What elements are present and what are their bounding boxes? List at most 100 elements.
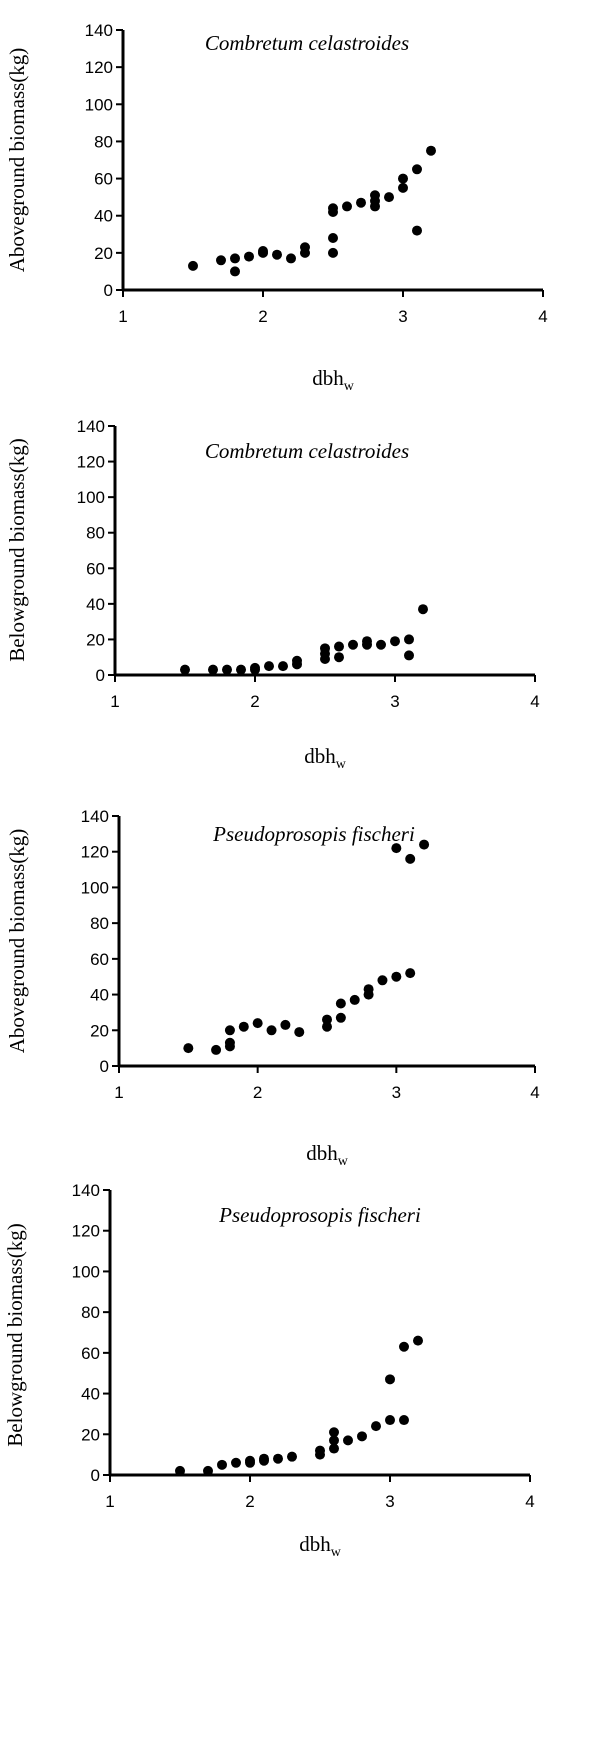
y-tick-label: 140 [77, 417, 105, 436]
data-point [405, 853, 416, 864]
x-tick-label: 4 [538, 307, 547, 326]
y-tick-label: 140 [72, 1181, 100, 1200]
chart-title: Pseudoprosopis fischeri [212, 822, 415, 846]
data-point [343, 1435, 353, 1446]
data-point [398, 173, 408, 184]
y-tick-label: 80 [81, 1303, 100, 1322]
data-point [320, 643, 330, 654]
data-point [244, 251, 254, 262]
data-point [280, 1019, 291, 1030]
x-axis-label-main: dbh [312, 366, 344, 390]
y-tick-label: 60 [81, 1344, 100, 1363]
data-point [329, 1427, 339, 1438]
data-point [335, 1012, 346, 1023]
y-tick-label: 0 [104, 281, 113, 300]
data-point [405, 968, 416, 979]
x-axis-label-subscript: w [336, 757, 347, 772]
y-tick-label: 20 [90, 1021, 109, 1040]
scatter-chart-2: 0 20 40 60 80 100 120 140 1 2 3 4 Combretum celastro… [5, 417, 540, 772]
data-point [376, 639, 386, 650]
x-tick-label: 3 [392, 1083, 401, 1102]
data-point [398, 182, 408, 193]
y-tick-label: 20 [86, 630, 105, 649]
chart-panel-1: 0 20 40 60 80 100 120 140 1 2 3 4 Combretum celastro… [0, 0, 613, 394]
scatter-chart-1: 0 20 40 60 80 100 120 140 1 2 3 4 Combretum celastro… [5, 21, 548, 394]
data-point [188, 260, 198, 271]
data-point [203, 1465, 213, 1476]
data-point [224, 1037, 235, 1048]
y-tick-label: 100 [77, 488, 105, 507]
x-tick-label: 1 [118, 307, 127, 326]
x-tick-label: 4 [530, 692, 539, 711]
data-point [385, 1374, 395, 1385]
x-axis-label: dbhw [299, 1532, 342, 1560]
chart-panel-3: 0 20 40 60 80 100 120 140 1 2 3 4 Pseudoprosopis fis… [0, 790, 613, 1190]
data-point [370, 190, 380, 201]
y-tick-label: 120 [85, 58, 113, 77]
scatter-chart-3: 0 20 40 60 80 100 120 140 1 2 3 4 Pseudoprosopis fis… [5, 807, 540, 1169]
data-point [404, 650, 414, 661]
data-point [363, 984, 374, 995]
data-point [273, 1453, 283, 1464]
data-point [287, 1451, 297, 1462]
y-tick-label: 40 [86, 595, 105, 614]
x-axis-label: dbhw [304, 744, 347, 772]
y-tick-label: 120 [72, 1222, 100, 1241]
y-tick-label: 20 [94, 244, 113, 263]
data-point [426, 145, 436, 156]
data-point [399, 1341, 409, 1352]
x-tick-label: 3 [385, 1492, 394, 1511]
y-tick-label: 0 [100, 1057, 109, 1076]
y-tick-label: 100 [85, 95, 113, 114]
data-point [349, 994, 360, 1005]
y-tick-label: 60 [90, 950, 109, 969]
data-point [315, 1445, 325, 1456]
y-tick-label: 80 [90, 914, 109, 933]
x-tick-label: 2 [258, 307, 267, 326]
data-point [334, 641, 344, 652]
x-axis-label-subscript: w [344, 379, 355, 394]
y-tick-label: 140 [85, 21, 113, 40]
y-tick-label: 80 [94, 132, 113, 151]
y-tick-label: 120 [81, 843, 109, 862]
data-point [286, 253, 296, 264]
data-point [231, 1457, 241, 1468]
data-point [259, 1453, 269, 1464]
y-tick-label: 120 [77, 453, 105, 472]
data-point [217, 1459, 227, 1470]
data-point [334, 652, 344, 663]
data-point [183, 1043, 194, 1054]
data-point [258, 246, 268, 256]
data-point [385, 1415, 395, 1426]
x-tick-label: 1 [105, 1492, 114, 1511]
data-point [362, 636, 372, 647]
data-point [419, 839, 430, 850]
y-axis-label: Aboveground biomass(kg) [5, 48, 29, 273]
y-tick-label: 80 [86, 524, 105, 543]
data-point [222, 664, 232, 675]
data-point [230, 253, 240, 264]
scatter-chart-4: 0 20 40 60 80 100 120 140 1 2 3 4 Pseudoprosopis fis… [3, 1181, 535, 1560]
x-tick-label: 3 [390, 692, 399, 711]
x-tick-label: 2 [245, 1492, 254, 1511]
data-point [250, 662, 260, 673]
data-point [245, 1455, 255, 1466]
data-point [328, 203, 338, 214]
data-point [391, 971, 402, 982]
data-point [175, 1465, 185, 1476]
data-point [230, 266, 240, 277]
data-point [342, 201, 352, 212]
data-point [211, 1044, 222, 1055]
data-point [266, 1025, 277, 1036]
x-tick-label: 2 [253, 1083, 262, 1102]
data-point [224, 1025, 235, 1036]
data-point [180, 664, 190, 675]
data-point [294, 1027, 305, 1038]
x-axis-label-subscript: w [331, 1545, 342, 1560]
chart-panel-4: 0 20 40 60 80 100 120 140 1 2 3 4 Pseudoprosopis fis… [0, 1181, 613, 1755]
x-axis-label-subscript: w [338, 1154, 349, 1169]
chart-title: Pseudoprosopis fischeri [218, 1203, 421, 1227]
data-point [292, 655, 302, 666]
data-point [278, 661, 288, 672]
y-tick-label: 40 [94, 207, 113, 226]
